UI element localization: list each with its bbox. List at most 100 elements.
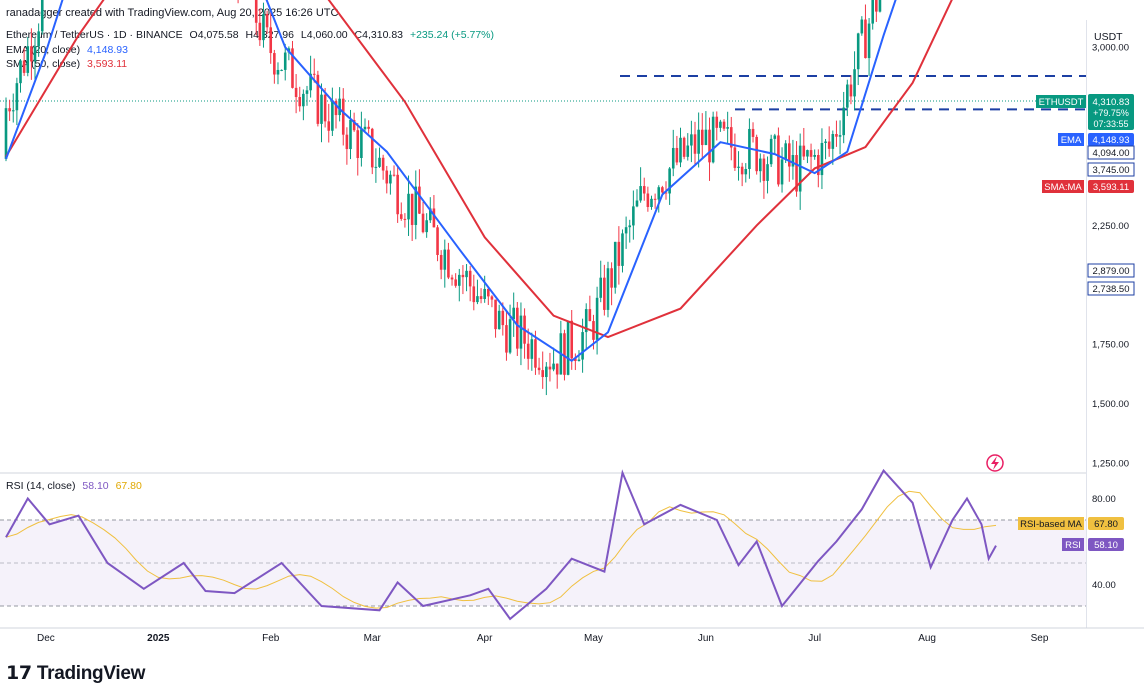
candle — [432, 208, 436, 228]
candle — [508, 319, 512, 353]
candle — [8, 108, 11, 112]
tag-rsi-ma-label: RSI-based MA — [1020, 519, 1082, 530]
candle — [428, 208, 432, 221]
candle — [294, 87, 298, 98]
rsi-ma-line — [5, 490, 997, 609]
candle — [291, 48, 294, 88]
candle — [309, 73, 312, 91]
rsi-tag: RSI 58.10 — [1062, 538, 1124, 551]
candle — [414, 186, 418, 225]
candle — [755, 136, 758, 172]
candle — [846, 84, 849, 108]
candle — [407, 193, 410, 220]
rsi-legend[interactable]: RSI (14, close) 58.10 67.80 — [6, 480, 142, 492]
tag-sma-value: 3,593.11 — [1093, 182, 1129, 193]
tag-pct: +79.75% — [1093, 108, 1129, 118]
tag-countdown: 07:33:55 — [1093, 119, 1128, 129]
candle — [26, 46, 30, 73]
candle — [813, 155, 816, 157]
candle — [624, 227, 628, 234]
candle — [802, 145, 806, 157]
candle — [871, 0, 875, 24]
candle — [363, 126, 367, 130]
candle — [875, 0, 878, 12]
candle — [530, 339, 534, 359]
candle — [856, 33, 860, 70]
candle — [476, 296, 479, 303]
candle — [483, 288, 486, 300]
candle — [744, 168, 748, 175]
candle — [867, 23, 871, 59]
candle — [690, 134, 693, 146]
currency-label: USDT — [1094, 31, 1123, 43]
candle — [675, 147, 679, 163]
ema-tag: EMA 4,148.93 — [1058, 133, 1134, 146]
candle — [341, 98, 345, 135]
candle — [661, 187, 664, 193]
tag-rsi-ma-value: 67.80 — [1094, 519, 1118, 530]
candle — [439, 254, 443, 270]
candle — [4, 108, 8, 159]
rsi-line — [5, 468, 997, 621]
tradingview-logo[interactable]: 17 TradingView — [6, 662, 145, 685]
candle — [577, 359, 581, 362]
price-tick-2: 1,750.00 — [1092, 340, 1129, 351]
candle — [628, 225, 632, 228]
tag-symbol: ETHUSDT — [1039, 97, 1084, 108]
candle — [817, 155, 820, 176]
candle — [468, 270, 472, 287]
candle — [425, 220, 428, 233]
candle — [584, 309, 588, 333]
level-tag-3: 2,879.00 — [1087, 263, 1135, 278]
candle — [450, 277, 454, 280]
candle — [650, 198, 653, 207]
candle — [436, 227, 439, 255]
candle — [545, 366, 548, 378]
candle — [519, 315, 523, 349]
low-value: L4,060.00 — [300, 29, 348, 41]
candle — [349, 119, 352, 150]
candle — [396, 174, 399, 215]
rsi-tick-1: 80.00 — [1092, 494, 1116, 505]
candle — [780, 159, 784, 185]
x-tick-0: Dec — [37, 633, 55, 644]
candle — [798, 145, 802, 192]
candle — [258, 22, 262, 41]
change-value: +235.24 (+5.77%) — [409, 29, 494, 41]
candle — [726, 127, 729, 129]
candle — [773, 135, 777, 139]
candle — [555, 363, 559, 375]
candle — [273, 53, 276, 75]
candle — [494, 299, 497, 330]
candle — [686, 145, 690, 157]
candle — [327, 121, 331, 131]
candle — [33, 46, 37, 62]
candle — [312, 73, 316, 75]
candle — [795, 155, 798, 192]
candle — [367, 126, 370, 129]
candle — [806, 150, 809, 157]
candle — [697, 129, 700, 154]
candle — [588, 309, 592, 322]
candle — [516, 307, 519, 349]
candle — [465, 270, 468, 278]
candle — [581, 332, 584, 360]
candle — [334, 101, 338, 116]
candle — [399, 214, 403, 219]
candle — [769, 138, 773, 165]
ema-line — [5, 0, 897, 363]
candle — [599, 277, 603, 298]
candle — [447, 249, 450, 278]
candle — [653, 198, 657, 200]
candle — [352, 119, 356, 131]
x-tick-9: Sep — [1031, 633, 1049, 644]
lightning-icon[interactable] — [986, 454, 1004, 472]
price-tick-7: 3,000.00 — [1092, 43, 1129, 54]
x-tick-6: Jun — [698, 633, 714, 644]
candle — [700, 129, 704, 146]
tag-level-2: 3,745.00 — [1093, 165, 1130, 176]
price-tick-4: 2,250.00 — [1092, 221, 1129, 232]
candle — [320, 94, 323, 124]
candle — [766, 164, 769, 181]
